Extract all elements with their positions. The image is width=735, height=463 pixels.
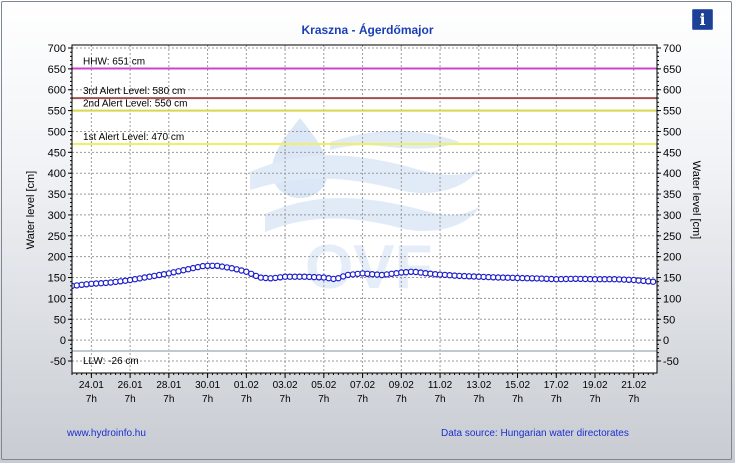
y-tick-label-right: -50 bbox=[663, 356, 679, 368]
y-tick-label-left: 200 bbox=[48, 252, 66, 264]
threshold-label: HHW: 651 cm bbox=[83, 56, 145, 67]
y-axis-left: 7006506005505004504003503002502001501005… bbox=[48, 43, 72, 368]
x-tick-label-hour: 7h bbox=[551, 394, 562, 405]
y-axis-right: 7006506005505004504003503002502001501005… bbox=[657, 43, 681, 368]
x-tick-label-date: 09.02 bbox=[389, 380, 414, 391]
y-tick-label-right: 200 bbox=[663, 252, 681, 264]
x-tick-label-date: 17.02 bbox=[544, 380, 569, 391]
y-tick-label-left: 550 bbox=[48, 106, 66, 118]
y-tick-label-right: 400 bbox=[663, 168, 681, 180]
y-tick-label-left: 700 bbox=[48, 43, 66, 55]
x-tick-label-date: 13.02 bbox=[466, 380, 491, 391]
series-group bbox=[72, 262, 657, 290]
y-tick-label-left: -50 bbox=[50, 356, 66, 368]
y-tick-label-left: 50 bbox=[54, 314, 66, 326]
y-axis-label-right: Water level [cm] bbox=[690, 161, 702, 239]
x-tick-label-date: 21.02 bbox=[621, 380, 646, 391]
y-tick-label-right: 650 bbox=[663, 64, 681, 76]
y-tick-label-right: 550 bbox=[663, 106, 681, 118]
x-tick-label-date: 30.01 bbox=[195, 380, 220, 391]
x-tick-label-hour: 7h bbox=[125, 394, 136, 405]
x-tick-label-date: 15.02 bbox=[505, 380, 530, 391]
y-tick-label-right: 0 bbox=[663, 335, 669, 347]
x-tick-label-hour: 7h bbox=[396, 394, 407, 405]
info-icon[interactable]: i bbox=[692, 9, 713, 30]
x-tick-label-hour: 7h bbox=[86, 394, 97, 405]
x-tick-label-hour: 7h bbox=[434, 394, 445, 405]
y-tick-label-right: 300 bbox=[663, 210, 681, 222]
threshold-label: 1st Alert Level: 470 cm bbox=[83, 132, 184, 143]
x-tick-label-hour: 7h bbox=[163, 394, 174, 405]
y-tick-label-left: 350 bbox=[48, 189, 66, 201]
y-tick-label-right: 250 bbox=[663, 231, 681, 243]
x-tick-label-date: 05.02 bbox=[311, 380, 336, 391]
x-tick-label-hour: 7h bbox=[628, 394, 639, 405]
x-tick-label-hour: 7h bbox=[512, 394, 523, 405]
threshold-label: LLW: -26 cm bbox=[83, 356, 139, 367]
chart-title: Kraszna - Ágerdőmajor bbox=[301, 23, 434, 37]
x-tick-label-date: 28.01 bbox=[156, 380, 181, 391]
x-tick-label-date: 19.02 bbox=[582, 380, 607, 391]
plot-border bbox=[71, 44, 658, 374]
data-point bbox=[151, 272, 158, 280]
y-tick-label-left: 0 bbox=[60, 335, 66, 347]
x-tick-label-hour: 7h bbox=[280, 394, 291, 405]
threshold-label: 3rd Alert Level: 580 cm bbox=[83, 86, 185, 97]
y-tick-label-right: 100 bbox=[663, 293, 681, 305]
x-tick-label-date: 03.02 bbox=[273, 380, 298, 391]
x-tick-label-hour: 7h bbox=[473, 394, 484, 405]
x-tick-label-date: 26.01 bbox=[118, 380, 143, 391]
x-tick-label-date: 11.02 bbox=[428, 380, 453, 391]
y-tick-label-right: 700 bbox=[663, 43, 681, 55]
y-tick-label-right: 150 bbox=[663, 273, 681, 285]
y-tick-label-right: 350 bbox=[663, 189, 681, 201]
y-tick-label-left: 250 bbox=[48, 231, 66, 243]
x-tick-label-hour: 7h bbox=[589, 394, 600, 405]
x-axis: 24.01 7h 26.01 7h 28.01 7h 30.01 7h 01.02 7h 03.02… bbox=[71, 373, 654, 405]
data-point bbox=[649, 278, 657, 285]
x-tick-label-date: 01.02 bbox=[234, 380, 259, 391]
x-tick-label-hour: 7h bbox=[202, 394, 213, 405]
y-tick-label-right: 600 bbox=[663, 85, 681, 97]
x-tick-label-hour: 7h bbox=[241, 394, 252, 405]
data-source-text: Data source: Hungarian water directorate… bbox=[441, 428, 629, 439]
watermark-text: OVF bbox=[305, 233, 432, 302]
y-tick-label-left: 650 bbox=[48, 64, 66, 76]
website-link[interactable]: www.hydroinfo.hu bbox=[67, 428, 146, 439]
y-tick-label-right: 50 bbox=[663, 314, 675, 326]
y-axis-label-left: Water level [cm] bbox=[25, 171, 37, 249]
y-tick-label-left: 400 bbox=[48, 168, 66, 180]
x-tick-label-date: 24.01 bbox=[79, 380, 104, 391]
threshold-lines: HHW: 651 cm 3rd Alert Level: 580 cm 2nd Al… bbox=[72, 56, 657, 367]
threshold-label: 2nd Alert Level: 550 cm bbox=[83, 99, 188, 110]
y-tick-label-left: 300 bbox=[48, 210, 66, 222]
x-tick-label-hour: 7h bbox=[318, 394, 329, 405]
y-tick-label-left: 500 bbox=[48, 126, 66, 138]
x-tick-label-hour: 7h bbox=[357, 394, 368, 405]
y-tick-label-left: 600 bbox=[48, 85, 66, 97]
x-tick-label-date: 07.02 bbox=[350, 380, 375, 391]
y-tick-label-left: 100 bbox=[48, 293, 66, 305]
y-tick-label-left: 450 bbox=[48, 147, 66, 159]
y-tick-label-right: 500 bbox=[663, 126, 681, 138]
y-tick-label-right: 450 bbox=[663, 147, 681, 159]
y-tick-label-left: 150 bbox=[48, 273, 66, 285]
